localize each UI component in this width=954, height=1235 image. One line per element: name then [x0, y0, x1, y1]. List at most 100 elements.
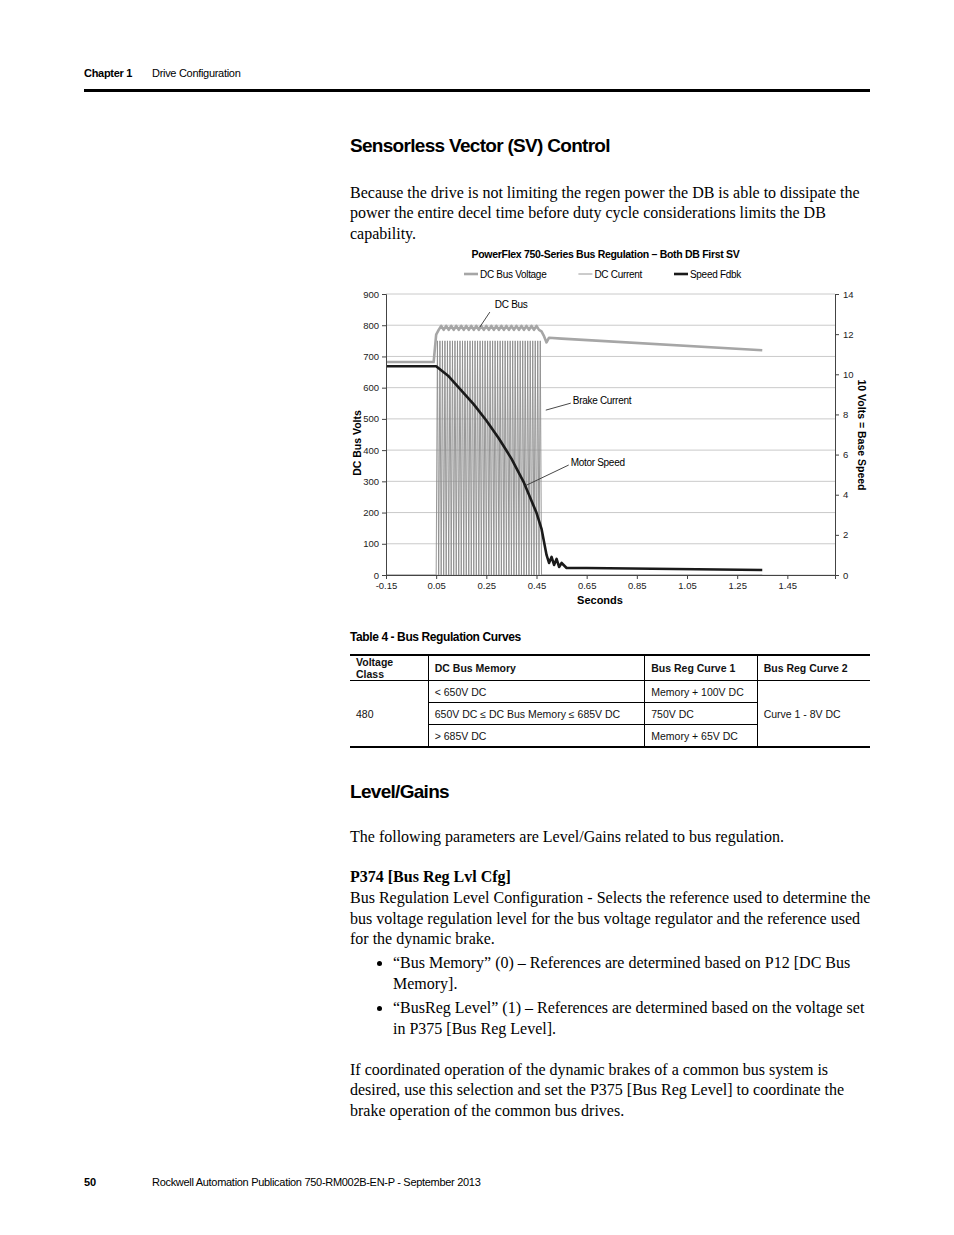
tick-label: 6: [843, 449, 848, 460]
x-axis-title: Seconds: [577, 594, 623, 606]
table: Voltage ClassDC Bus MemoryBus Reg Curve …: [350, 654, 870, 748]
legend-swatch: [674, 273, 688, 276]
tick: 1.05: [678, 575, 697, 591]
annotation-label: Brake Current: [573, 395, 632, 406]
table-row: 480< 650V DCMemory + 100V DCCurve 1 - 8V…: [350, 681, 870, 703]
tick-mark: [382, 325, 386, 326]
tick-mark: [382, 450, 386, 451]
tick-label: 0.05: [427, 580, 446, 591]
annotation-label: Motor Speed: [571, 457, 625, 468]
tick-label: 700: [363, 351, 379, 362]
table-cell: Curve 1 - 8V DC: [757, 681, 870, 748]
tick-label: 200: [363, 507, 379, 518]
tick-label: 0: [374, 570, 379, 581]
table-cell: Memory + 65V DC: [645, 725, 757, 748]
table-header-row: Voltage ClassDC Bus MemoryBus Reg Curve …: [350, 655, 870, 681]
tick: 300: [363, 476, 386, 487]
footer-publication: Rockwell Automation Publication 750-RM00…: [152, 1176, 481, 1188]
tick-mark: [382, 419, 386, 420]
tick-mark: [382, 575, 386, 576]
annotation-pointer: [546, 403, 571, 410]
tick-label: 0.25: [478, 580, 497, 591]
legend-label: DC Current: [594, 269, 642, 280]
tick-label: 1.45: [779, 580, 798, 591]
tick-mark: [382, 388, 386, 389]
tick: 0.05: [427, 575, 446, 591]
series-line: [386, 341, 762, 575]
tick: 1.45: [779, 575, 798, 591]
table-cell: 650V DC ≤ DC Bus Memory ≤ 685V DC: [428, 703, 644, 725]
tick-label: 0.45: [528, 580, 547, 591]
tick-label: 900: [363, 289, 379, 300]
annotation-pointer: [525, 465, 569, 486]
tick-mark: [737, 575, 738, 579]
tick-label: 14: [843, 289, 854, 300]
bullet-item: “Bus Memory” (0) – References are determ…: [393, 953, 870, 994]
tick-label: 0: [843, 570, 848, 581]
tick-mark: [835, 414, 839, 415]
tick-mark: [835, 455, 839, 456]
chart: PowerFlex 750-Series Bus Regulation – Bo…: [0, 0, 954, 1235]
legend-label: Speed Fdbk: [690, 269, 742, 280]
tick-mark: [835, 334, 839, 335]
legend-label: DC Bus Voltage: [480, 269, 547, 280]
legend-swatch: [578, 274, 592, 275]
tick: 600: [363, 382, 386, 393]
header-rule: [84, 89, 870, 92]
tick: 2: [835, 529, 848, 540]
y-axis-title: DC Bus Volts: [351, 410, 363, 476]
tick-label: 10: [843, 369, 854, 380]
table-header-cell: Bus Reg Curve 1: [645, 655, 757, 681]
y2-axis: 02468101214: [835, 289, 854, 581]
tick: 14: [835, 289, 854, 300]
tick-mark: [637, 575, 638, 579]
table-cell: < 650V DC: [428, 681, 644, 703]
tick-mark: [835, 294, 839, 295]
tick-label: 800: [363, 320, 379, 331]
grid-line: [386, 356, 835, 357]
tick-label: 1.25: [728, 580, 747, 591]
tick: 6: [835, 449, 848, 460]
tick-mark: [382, 294, 386, 295]
table-cell: > 685V DC: [428, 725, 644, 748]
tick: 1.25: [728, 575, 747, 591]
parameter-title: P374 [Bus Reg Lvl Cfg]: [350, 868, 511, 886]
tick: 0.85: [628, 575, 647, 591]
grid-line: [386, 387, 835, 388]
grid-line: [386, 418, 835, 419]
tick-label: 400: [363, 445, 379, 456]
annotation-pointer: [480, 312, 490, 327]
table-row: > 685V DCMemory + 65V DC: [350, 725, 870, 748]
plot-area: [386, 326, 762, 575]
tick: 10: [835, 369, 854, 380]
tick: 0: [835, 570, 848, 581]
tick-label: 300: [363, 476, 379, 487]
table-cell: 750V DC: [645, 703, 757, 725]
grid-line: [386, 294, 835, 295]
tick-mark: [835, 575, 839, 576]
tick-mark: [382, 513, 386, 514]
y2-axis-title: 10 Volts = Base Speed: [856, 380, 868, 491]
tick-label: 4: [843, 489, 848, 500]
tick-label: 1.05: [678, 580, 697, 591]
tick-mark: [537, 575, 538, 579]
annotation-label: DC Bus: [495, 299, 528, 310]
header-chapter: Chapter 1: [84, 67, 132, 79]
tick-label: 2: [843, 529, 848, 540]
x-axis: -0.150.050.250.450.650.851.051.251.45: [376, 575, 836, 591]
annotations: DC Bus Brake Current Motor Speed: [480, 299, 632, 486]
tick: 0.65: [578, 575, 597, 591]
grid-line: [386, 325, 835, 326]
tick-label: 12: [843, 329, 854, 340]
table-header-cell: Bus Reg Curve 2: [757, 655, 870, 681]
legend-swatch: [464, 273, 478, 276]
tick-mark: [835, 495, 839, 496]
bullet-list: “Bus Memory” (0) – References are determ…: [350, 953, 870, 1043]
tick-label: 100: [363, 538, 379, 549]
tick: 700: [363, 351, 386, 362]
y-axis: 0 100 200 300 400 500 600 700 800 900: [363, 289, 386, 581]
table-cell: Memory + 100V DC: [645, 681, 757, 703]
paragraph: The following parameters are Level/Gains…: [350, 827, 870, 847]
tick: 500: [363, 413, 386, 424]
tick-mark: [436, 575, 437, 579]
